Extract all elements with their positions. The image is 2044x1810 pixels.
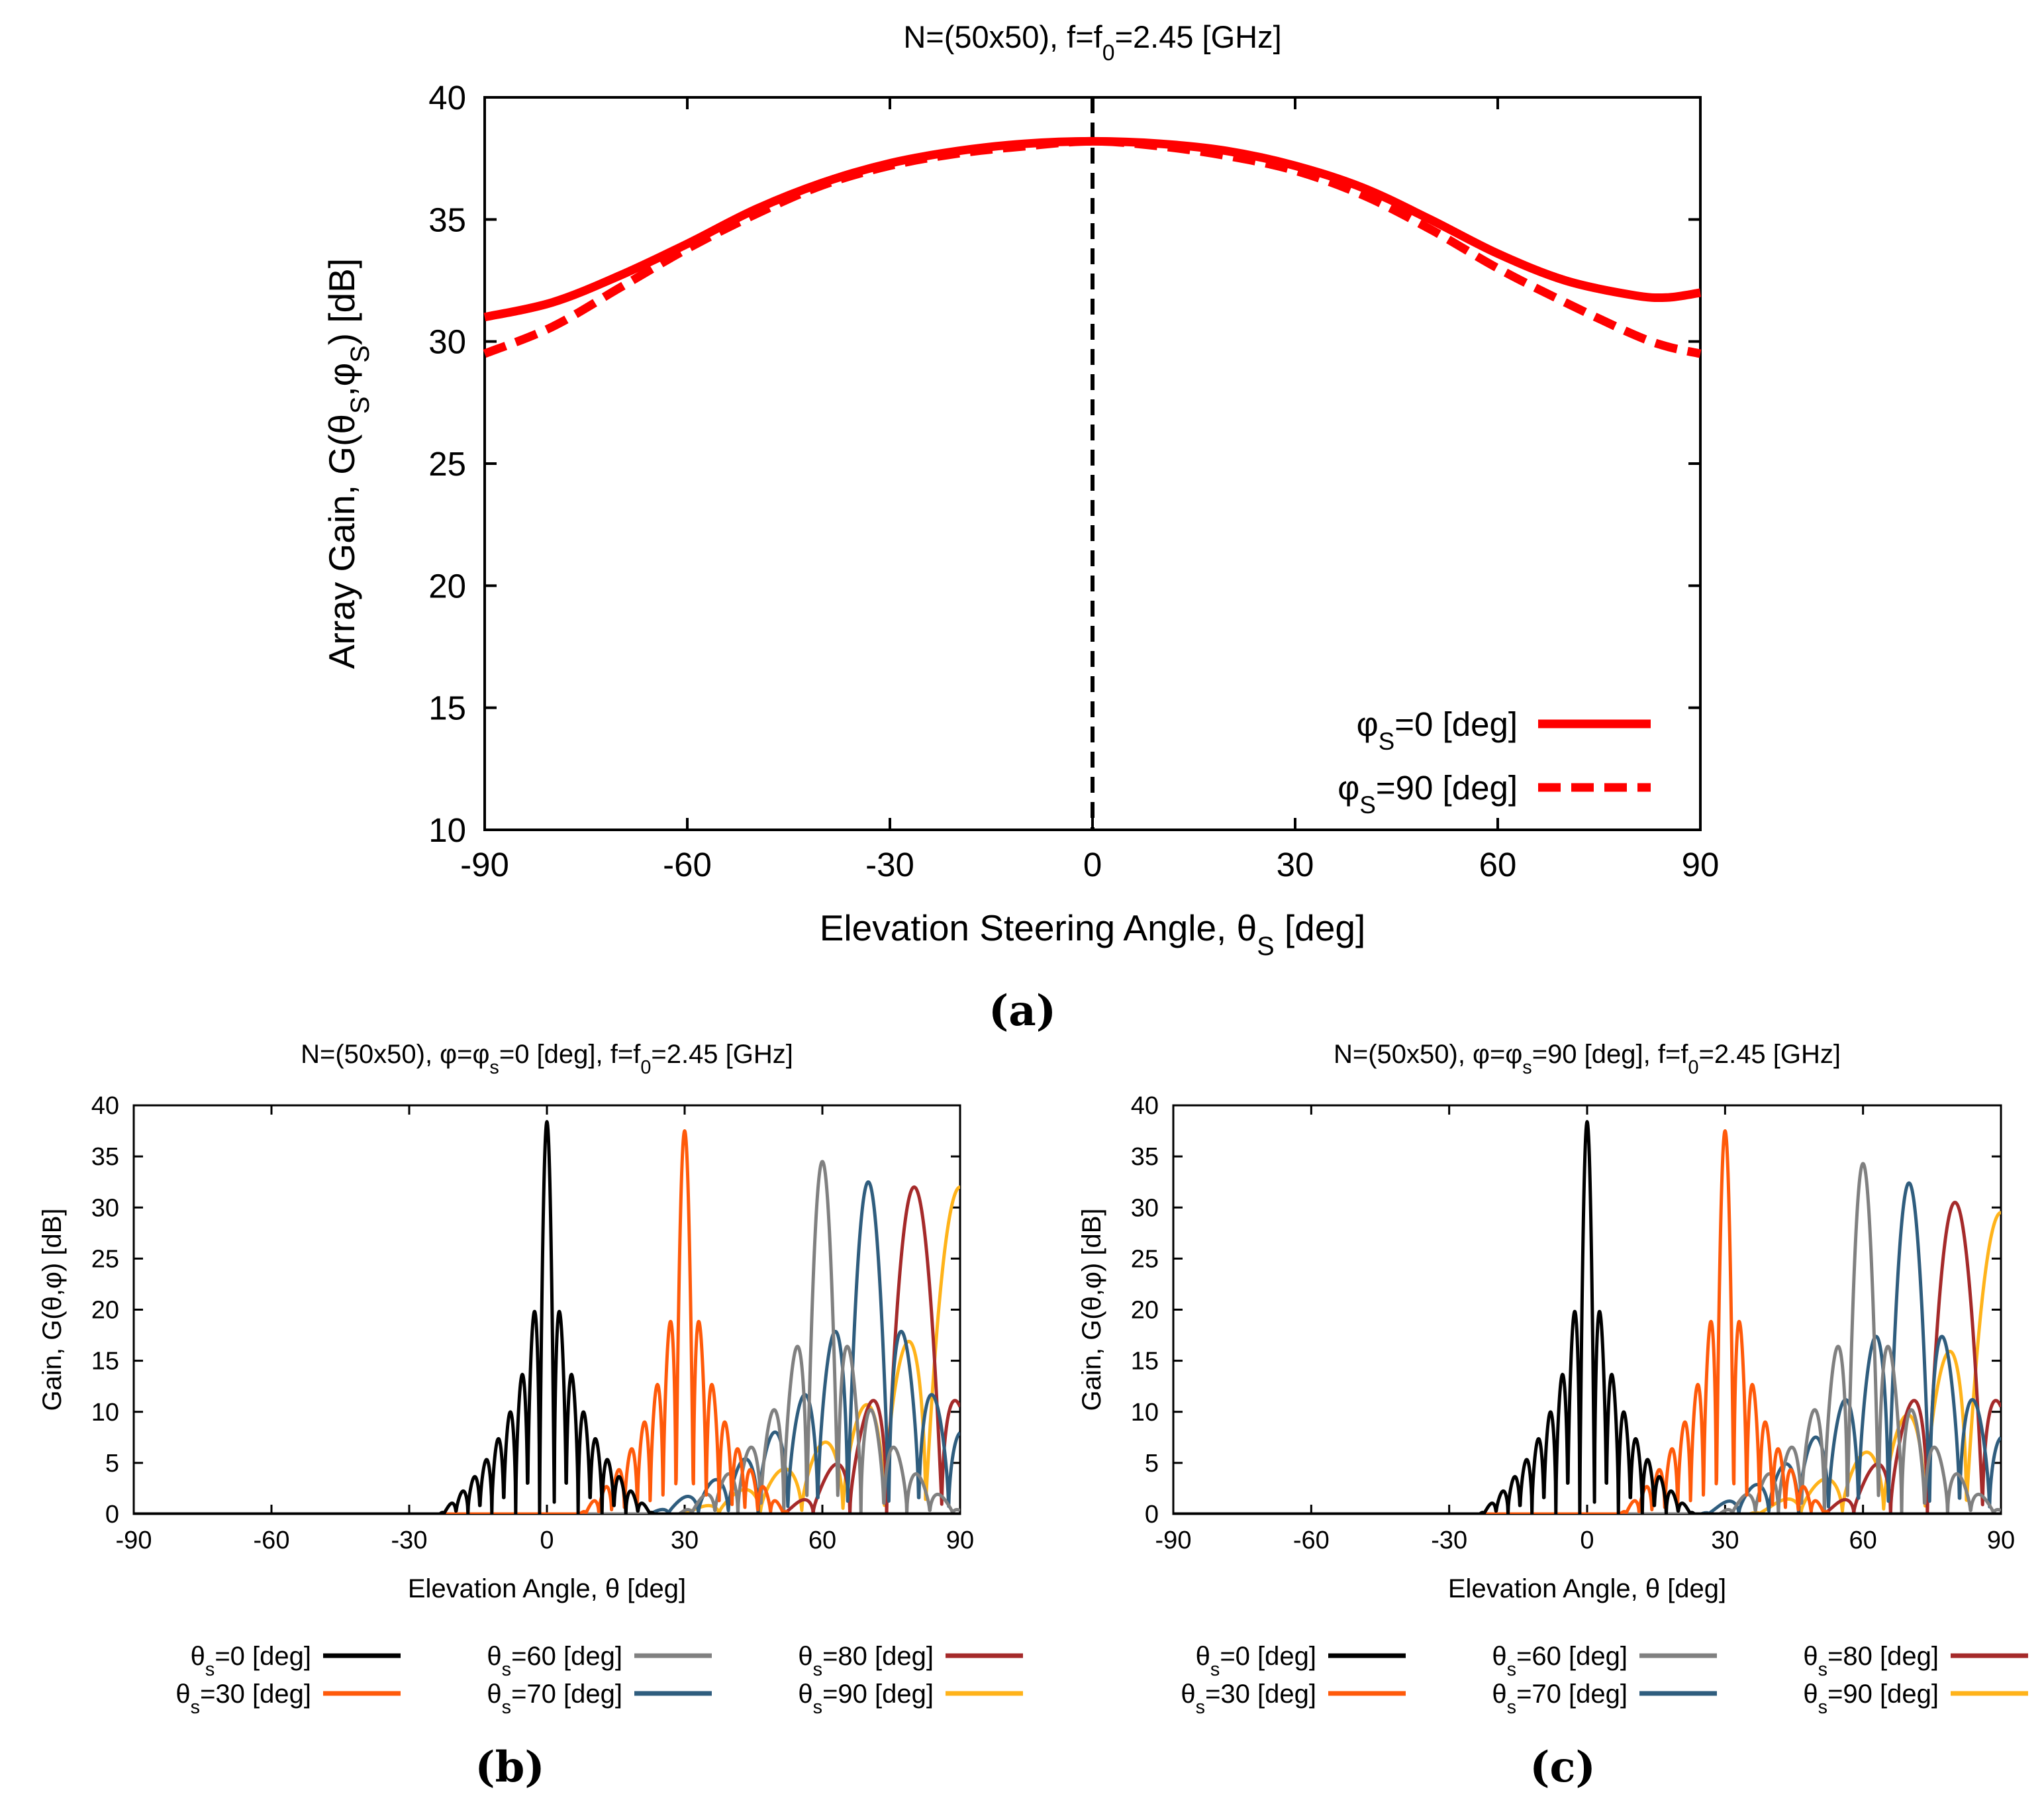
series-line-phi90 xyxy=(483,136,1702,358)
x-tick-label: -60 xyxy=(663,846,712,883)
plot-area xyxy=(134,1120,960,1514)
y-tick-label: 10 xyxy=(1131,1399,1159,1427)
y-tick-label: 20 xyxy=(1131,1297,1159,1325)
y-tick-label: 20 xyxy=(428,567,466,605)
legend-label: θs=80 [deg] xyxy=(798,1642,934,1680)
plot-area xyxy=(1173,1120,2001,1514)
series-line-theta90 xyxy=(134,1185,960,1514)
x-tick-label: -60 xyxy=(254,1527,290,1554)
x-axis-label: Elevation Angle, θ [deg] xyxy=(408,1574,686,1603)
chart-b: -90 -60 -30 0 30 60 90 0 5 10 15 20 25 30 35 40 N=(50x50… xyxy=(38,1040,1023,1792)
y-tick-label: 10 xyxy=(428,811,466,849)
y-tick-label: 30 xyxy=(428,323,466,361)
y-axis-label: Array Gain, G(θS,φS) [dB] xyxy=(321,258,375,669)
y-tick-label: 30 xyxy=(1131,1194,1159,1222)
x-tick-label: -30 xyxy=(391,1527,428,1554)
y-axis-label: Gain, G(θ,φ) [dB] xyxy=(1077,1208,1106,1411)
x-axis-label: Elevation Angle, θ [deg] xyxy=(1448,1574,1726,1603)
series-line-theta80 xyxy=(1173,1201,2001,1514)
x-axis-label: Elevation Steering Angle, θS [deg] xyxy=(820,907,1365,961)
x-tick-label: -90 xyxy=(460,846,509,883)
x-tick-label: 0 xyxy=(1580,1527,1594,1554)
legend-label: θs=0 [deg] xyxy=(191,1642,311,1680)
series-line-theta0 xyxy=(1173,1120,2001,1514)
legend-label: θs=60 [deg] xyxy=(487,1642,622,1680)
series-line-theta60 xyxy=(1173,1162,2001,1514)
series-line-theta70 xyxy=(1173,1181,2001,1514)
x-tick-label: 0 xyxy=(1083,846,1102,883)
y-tick-label: 35 xyxy=(91,1143,119,1171)
y-tick-label: 10 xyxy=(91,1399,119,1427)
chart-title: N=(50x50), f=f0=2.45 [GHz] xyxy=(903,19,1281,66)
x-tick-label: 90 xyxy=(1682,846,1720,883)
panel-label: (c) xyxy=(1530,1742,1596,1792)
chart-title: N=(50x50), φ=φs=0 [deg], f=f0=2.45 [GHz] xyxy=(301,1040,793,1078)
legend-label: φS=90 [deg] xyxy=(1338,769,1518,819)
series-line-theta90 xyxy=(1173,1211,2001,1514)
x-tick-label: 60 xyxy=(1479,846,1517,883)
legend-label: θs=80 [deg] xyxy=(1803,1642,1939,1680)
y-tick-label: 5 xyxy=(1145,1450,1159,1478)
x-tick-label: -30 xyxy=(865,846,914,883)
y-tick-label: 0 xyxy=(1145,1501,1159,1529)
chart-c: -90 -60 -30 0 30 60 90 0 5 10 15 20 25 30 35 40 N=(50x50… xyxy=(1077,1040,2028,1792)
y-tick-label: 25 xyxy=(1131,1245,1159,1273)
legend-label: θs=90 [deg] xyxy=(798,1680,934,1718)
legend-label: θs=30 [deg] xyxy=(175,1680,311,1718)
y-tick-label: 35 xyxy=(1131,1143,1159,1171)
legend-label: θs=70 [deg] xyxy=(487,1680,622,1718)
y-tick-label: 40 xyxy=(428,79,466,117)
y-axis-label: Gain, G(θ,φ) [dB] xyxy=(38,1208,67,1411)
y-tick-label: 0 xyxy=(105,1501,119,1529)
y-tick-label: 15 xyxy=(428,689,466,727)
x-tick-label: 30 xyxy=(1711,1527,1739,1554)
y-tick-label: 15 xyxy=(1131,1348,1159,1376)
legend-label: φS=0 [deg] xyxy=(1357,705,1518,755)
y-tick-label: 5 xyxy=(105,1450,119,1478)
panel-label: (b) xyxy=(475,1742,544,1792)
x-tick-label: 90 xyxy=(946,1527,974,1554)
y-tick-label: 25 xyxy=(91,1245,119,1273)
y-tick-label: 20 xyxy=(91,1297,119,1325)
y-tick-label: 25 xyxy=(428,445,466,483)
y-tick-label: 35 xyxy=(428,201,466,238)
y-tick-label: 30 xyxy=(91,1194,119,1222)
series-line-theta70 xyxy=(134,1180,960,1514)
legend-label: θs=0 [deg] xyxy=(1196,1642,1316,1680)
y-tick-label: 40 xyxy=(91,1092,119,1120)
chart-a: -90 -60 -30 0 30 60 90 10 15 20 25 30 35 40 N=(50x50),… xyxy=(321,19,1719,1036)
x-tick-label: -30 xyxy=(1431,1527,1467,1554)
series-line-theta60 xyxy=(134,1160,960,1514)
panel-label: (a) xyxy=(989,986,1056,1036)
legend-label: θs=90 [deg] xyxy=(1803,1680,1939,1718)
legend-label: θs=30 [deg] xyxy=(1181,1680,1316,1718)
x-tick-label: 60 xyxy=(808,1527,836,1554)
y-tick-label: 40 xyxy=(1131,1092,1159,1120)
x-tick-label: -90 xyxy=(116,1527,152,1554)
legend-label: θs=60 [deg] xyxy=(1492,1642,1628,1680)
x-tick-label: 60 xyxy=(1849,1527,1877,1554)
x-tick-label: 30 xyxy=(671,1527,699,1554)
series-line-theta0 xyxy=(134,1120,960,1514)
x-tick-label: -60 xyxy=(1293,1527,1330,1554)
x-tick-label: -90 xyxy=(1155,1527,1192,1554)
series-line-theta80 xyxy=(134,1185,960,1514)
chart-title: N=(50x50), φ=φs=90 [deg], f=f0=2.45 [GHz… xyxy=(1334,1040,1841,1078)
x-tick-label: 90 xyxy=(1987,1527,2015,1554)
x-tick-label: 0 xyxy=(540,1527,554,1554)
legend-label: θs=70 [deg] xyxy=(1492,1680,1628,1718)
x-tick-label: 30 xyxy=(1277,846,1314,883)
y-tick-label: 15 xyxy=(91,1348,119,1376)
